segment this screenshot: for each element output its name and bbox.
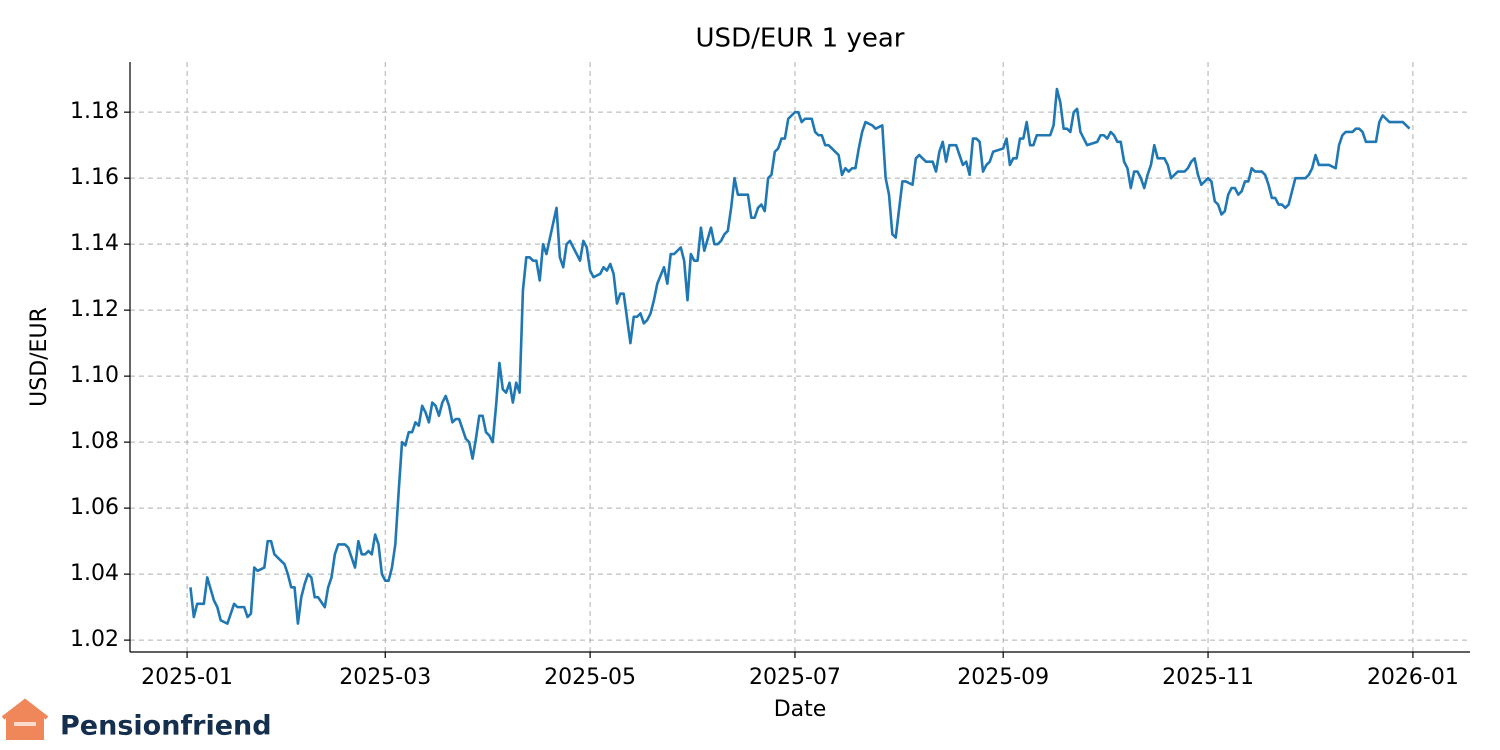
logo-text: Pensionfriend [60,711,272,742]
y-tick-label: 1.12 [70,297,119,322]
y-tick-label: 1.08 [70,429,119,454]
x-tick-label: 2025-07 [749,665,841,690]
y-tick-label: 1.02 [70,627,119,652]
y-axis-label: USD/EUR [27,307,52,407]
y-tick-label: 1.10 [70,363,119,388]
y-tick-label: 1.18 [70,99,119,124]
plot-area: 1.02 1.04 1.06 1.08 1.10 1.12 1.14 1.16 1.18 2025… [70,62,1470,690]
x-tick-label: 2025-05 [544,665,636,690]
data-line [189,87,1411,625]
logo: Pensionfriend [1,698,272,742]
x-axis-label: Date [774,697,827,722]
x-tick-label: 2025-01 [141,665,233,690]
logo-icon [6,703,44,740]
y-tick-label: 1.14 [70,231,119,256]
x-tick-label: 2025-11 [1162,665,1254,690]
x-tick-label: 2025-09 [957,665,1049,690]
x-tick-label: 2025-03 [339,665,431,690]
chart-title: USD/EUR 1 year [696,24,905,54]
logo-detail [14,722,36,726]
y-tick-label: 1.06 [70,495,119,520]
y-tick-label: 1.04 [70,561,119,586]
logo-roof [1,698,49,720]
x-tick-label: 2026-01 [1367,665,1459,690]
y-tick-label: 1.16 [70,165,119,190]
